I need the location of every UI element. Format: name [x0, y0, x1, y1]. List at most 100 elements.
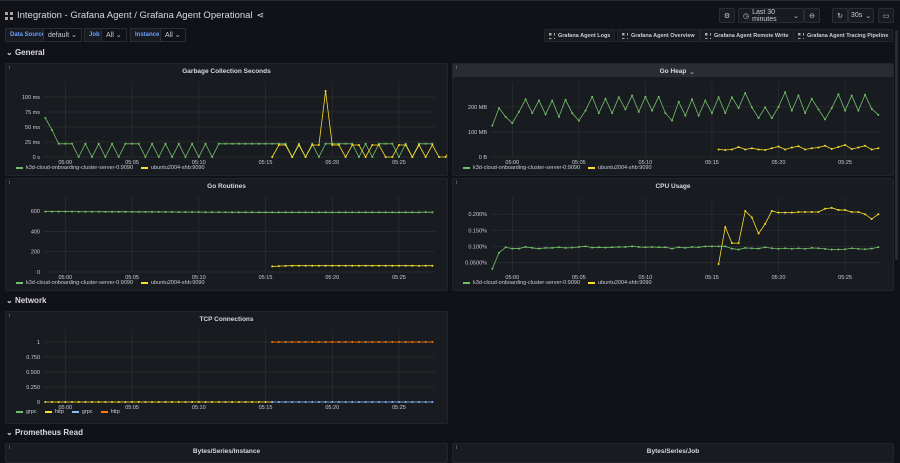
info-icon: i: [456, 65, 458, 71]
data-point: [117, 401, 120, 403]
data-point: [71, 210, 74, 213]
data-point: [404, 401, 407, 403]
panel-cpu-usage[interactable]: i CPU Usage 0.0500% 0.100% 0.150% 0.200% 05:00…: [452, 178, 894, 291]
data-point: [237, 211, 240, 214]
link-agent-logs[interactable]: Grafana Agent Logs: [544, 29, 616, 42]
data-point: [631, 245, 634, 248]
data-point: [331, 264, 334, 267]
data-point: [557, 115, 560, 118]
data-point: [371, 264, 374, 267]
legend-item[interactable]: k3d-cloud-onboarding-cluster-server-0:90…: [16, 165, 133, 171]
data-point: [177, 401, 180, 403]
panel-go-routines[interactable]: i Go Routines 0 200 400 600 05:00 05:05 05:10 05:…: [5, 178, 448, 291]
data-point: [64, 401, 67, 403]
x-tick-label: 05:15: [705, 160, 719, 166]
data-point: [764, 222, 767, 225]
legend-swatch: [141, 166, 149, 169]
y-tick-label: 600: [31, 209, 40, 215]
panel-title: Go Heap: [659, 68, 687, 75]
data-point: [197, 156, 200, 158]
data-point: [317, 401, 320, 403]
chevron-down-icon[interactable]: ⌄: [689, 69, 695, 76]
legend-item[interactable]: http: [44, 409, 64, 415]
data-point: [577, 245, 580, 248]
data-point: [144, 401, 147, 403]
panel-header[interactable]: [453, 64, 893, 77]
data-point: [397, 341, 400, 343]
data-point: [317, 264, 320, 267]
data-point: [384, 264, 387, 267]
legend-item[interactable]: ubuntu2004-shb:9090: [141, 280, 205, 286]
chart-svg: 0.0500% 0.100% 0.150% 0.200% 05:00 05:05 05:10…: [465, 197, 881, 281]
legend-item[interactable]: ubuntu2004-shb:9090: [588, 280, 652, 286]
data-point: [304, 341, 307, 343]
datasource-select[interactable]: default ⌄: [43, 28, 82, 42]
data-point: [251, 211, 254, 214]
legend-item[interactable]: k3d-cloud-onboarding-cluster-server-0:90…: [463, 165, 580, 171]
data-point: [497, 251, 500, 254]
refresh-interval-select[interactable]: 30s ⌄: [848, 8, 874, 23]
data-point: [224, 401, 227, 403]
panel-bytes-series-job[interactable]: i Bytes/Series/Job: [452, 443, 894, 463]
data-point: [371, 156, 374, 158]
data-point: [57, 210, 60, 213]
data-point: [324, 341, 327, 343]
share-icon[interactable]: ⋖: [256, 10, 265, 20]
job-select[interactable]: All ⌄: [101, 28, 127, 42]
data-point: [717, 245, 720, 248]
panel-title: Go Routines: [207, 183, 246, 190]
legend-item[interactable]: grpc: [16, 409, 37, 415]
legend-item[interactable]: ubuntu2004-shb:9090: [141, 165, 205, 171]
data-point: [297, 144, 300, 146]
x-tick-label: 05:20: [772, 160, 786, 166]
legend-item[interactable]: http: [100, 409, 120, 415]
refresh-button[interactable]: ↻: [832, 8, 848, 23]
breadcrumb[interactable]: Integration - Grafana Agent / Grafana Ag…: [17, 10, 253, 21]
data-point: [331, 211, 334, 214]
link-agent-tracing-pipeline[interactable]: Grafana Agent Tracing Pipeline: [793, 29, 894, 42]
link-agent-overview[interactable]: Grafana Agent Overview: [617, 29, 700, 42]
scrollbar[interactable]: [895, 30, 898, 260]
link-agent-remote-write[interactable]: Grafana Agent Remote Write: [700, 29, 794, 42]
panel-tcp-connections[interactable]: i TCP Connections 0 0.250 0.500 0.750 1 05:00 05…: [5, 311, 448, 424]
data-point: [384, 401, 387, 403]
panel-garbage-collection[interactable]: i Garbage Collection Seconds 0 s 25 ms 50 ms…: [5, 63, 448, 176]
zoom-out-button[interactable]: ⊖: [804, 8, 820, 23]
data-point: [297, 341, 300, 343]
data-point: [877, 147, 880, 150]
data-point: [857, 109, 860, 112]
data-point: [291, 401, 294, 403]
data-point: [844, 143, 847, 146]
time-picker-button[interactable]: ◷ Last 30 minutes ⌄: [738, 8, 804, 23]
refresh-interval-label: 30s: [850, 12, 863, 19]
link-label: Grafana Agent Overview: [631, 32, 695, 39]
panel-bytes-series-instance[interactable]: i Bytes/Series/Instance: [5, 443, 448, 463]
data-point: [391, 401, 394, 403]
legend-item[interactable]: grpc: [71, 409, 93, 415]
data-point: [117, 156, 120, 158]
data-point: [730, 96, 733, 99]
panel-go-heap[interactable]: i Go Heap ⌄ 0 B 100 MB 200 MB 05:00 05:05 05:10…: [452, 63, 894, 176]
data-point: [810, 147, 813, 150]
y-tick-label: 400: [31, 229, 40, 235]
tv-mode-button[interactable]: ▭: [878, 8, 894, 23]
row-general[interactable]: ⌄ General: [6, 48, 45, 57]
data-point: [790, 247, 793, 250]
legend-item[interactable]: k3d-cloud-onboarding-cluster-server-0:90…: [16, 280, 133, 286]
data-point: [404, 211, 407, 214]
row-prometheus-read[interactable]: ⌄ Prometheus Read: [6, 428, 83, 437]
data-point: [438, 156, 441, 158]
dashboard-settings-button[interactable]: ⚙: [719, 8, 735, 23]
data-point: [344, 341, 347, 343]
data-point: [837, 93, 840, 96]
y-tick-label: 0.0500%: [465, 260, 487, 266]
row-network[interactable]: ⌄ Network: [6, 296, 47, 305]
legend-item[interactable]: ubuntu2004-shb:9090: [588, 165, 652, 171]
data-point: [404, 144, 407, 146]
instance-select[interactable]: All ⌄: [160, 28, 186, 42]
data-point: [377, 264, 380, 267]
data-point: [111, 210, 114, 213]
data-point: [690, 245, 693, 248]
data-point: [284, 401, 287, 403]
legend-item[interactable]: k3d-cloud-onboarding-cluster-server-0:90…: [463, 280, 580, 286]
